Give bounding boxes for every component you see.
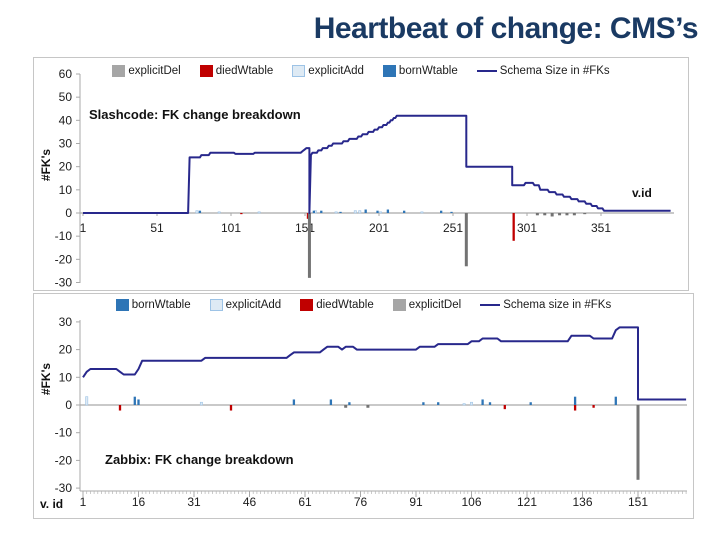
x-axis-label-vid-slashcode: v.id — [632, 186, 652, 200]
svg-text:201: 201 — [369, 221, 389, 235]
legend-item-bornwtable: bornWtable — [115, 299, 191, 311]
svg-text:20: 20 — [59, 160, 73, 174]
svg-text:-20: -20 — [55, 453, 73, 467]
legend-swatch-bornWtable — [382, 65, 396, 77]
svg-text:121: 121 — [517, 495, 537, 509]
svg-text:-30: -30 — [55, 276, 73, 290]
svg-text:301: 301 — [517, 221, 537, 235]
legend-line-marker — [480, 304, 501, 306]
legend-item-diedwtable: diedWtable — [300, 299, 374, 311]
svg-text:0: 0 — [65, 206, 72, 220]
svg-text:0: 0 — [65, 398, 72, 412]
legend-zabbix: bornWtable explicitAdd diedWtable explicitD… — [34, 299, 693, 311]
svg-text:106: 106 — [461, 495, 481, 509]
svg-text:31: 31 — [187, 495, 201, 509]
legend-item-explicitdel: explicitDel — [392, 299, 462, 311]
chart-panel-slashcode: explicitDel diedWtable explicitAdd bornWtab… — [33, 57, 689, 291]
legend-label: diedWtable — [316, 299, 374, 311]
chart-title-slashcode: Slashcode: FK change breakdown — [89, 107, 301, 122]
x-axis-label-vid-zabbix: v. id — [40, 497, 64, 511]
svg-text:46: 46 — [243, 495, 257, 509]
svg-text:-30: -30 — [55, 481, 73, 495]
svg-text:151: 151 — [295, 221, 315, 235]
svg-text:51: 51 — [150, 221, 164, 235]
legend-label: explicitAdd — [225, 299, 282, 311]
svg-text:30: 30 — [59, 136, 73, 150]
legend-line-marker — [476, 70, 497, 72]
svg-text:91: 91 — [409, 495, 423, 509]
legend-slashcode: explicitDel diedWtable explicitAdd bornWtab… — [34, 65, 688, 77]
page-title: Heartbeat of change: CMS’s — [313, 12, 699, 45]
chart-title-zabbix: Zabbix: FK change breakdown — [105, 452, 294, 467]
svg-text:10: 10 — [59, 370, 73, 384]
svg-text:251: 251 — [443, 221, 463, 235]
legend-item-bornwtable: bornWtable — [382, 65, 458, 77]
legend-label: diedWtable — [215, 65, 274, 77]
legend-item-explicitadd: explicitAdd — [209, 299, 282, 311]
legend-label: explicitDel — [128, 65, 181, 77]
svg-text:16: 16 — [132, 495, 146, 509]
legend-swatch-explicitAdd — [209, 299, 223, 311]
svg-text:151: 151 — [628, 495, 648, 509]
svg-text:50: 50 — [59, 90, 73, 104]
legend-label: bornWtable — [131, 299, 191, 311]
legend-swatch-diedWtable — [199, 65, 213, 77]
y-axis-label-fks-zabbix: #FK's — [39, 362, 54, 396]
svg-text:1: 1 — [80, 221, 87, 235]
zabbix-chart: 30 20 10 0 -10 -20 -30 1 16 31 46 61 76 91 106 121 136 15… — [55, 315, 687, 509]
svg-text:76: 76 — [354, 495, 368, 509]
svg-text:40: 40 — [59, 113, 73, 127]
legend-label: Schema size in #FKs — [503, 299, 612, 311]
legend-item-schema-size-in-fks: Schema size in #FKs — [480, 299, 611, 311]
legend-swatch-explicitDel — [112, 65, 126, 77]
svg-text:101: 101 — [221, 221, 241, 235]
svg-text:-10: -10 — [55, 229, 73, 243]
legend-swatch-bornWtable — [115, 299, 129, 311]
svg-text:20: 20 — [59, 343, 73, 357]
svg-text:60: 60 — [59, 67, 73, 81]
legend-label: explicitAdd — [308, 65, 364, 77]
svg-text:61: 61 — [298, 495, 312, 509]
legend-item-diedwtable: diedWtable — [199, 65, 274, 77]
legend-swatch-diedWtable — [300, 299, 314, 311]
svg-text:351: 351 — [591, 221, 611, 235]
svg-text:10: 10 — [59, 183, 73, 197]
legend-label: explicitDel — [408, 299, 462, 311]
legend-item-explicitdel: explicitDel — [112, 65, 181, 77]
svg-text:136: 136 — [572, 495, 592, 509]
y-axis-label-fks-slashcode: #FK's — [39, 148, 54, 182]
svg-text:30: 30 — [59, 315, 73, 329]
legend-label: Schema Size in #FKs — [499, 65, 610, 77]
svg-text:1: 1 — [80, 495, 87, 509]
legend-swatch-explicitDel — [392, 299, 406, 311]
legend-item-schema-size-in-fks: Schema Size in #FKs — [476, 65, 610, 77]
svg-text:-20: -20 — [55, 252, 73, 266]
legend-swatch-explicitAdd — [292, 65, 306, 77]
legend-item-explicitadd: explicitAdd — [292, 65, 364, 77]
chart-panel-zabbix: bornWtable explicitAdd diedWtable explicitD… — [33, 293, 694, 519]
legend-label: bornWtable — [398, 65, 458, 77]
svg-text:-10: -10 — [55, 426, 73, 440]
